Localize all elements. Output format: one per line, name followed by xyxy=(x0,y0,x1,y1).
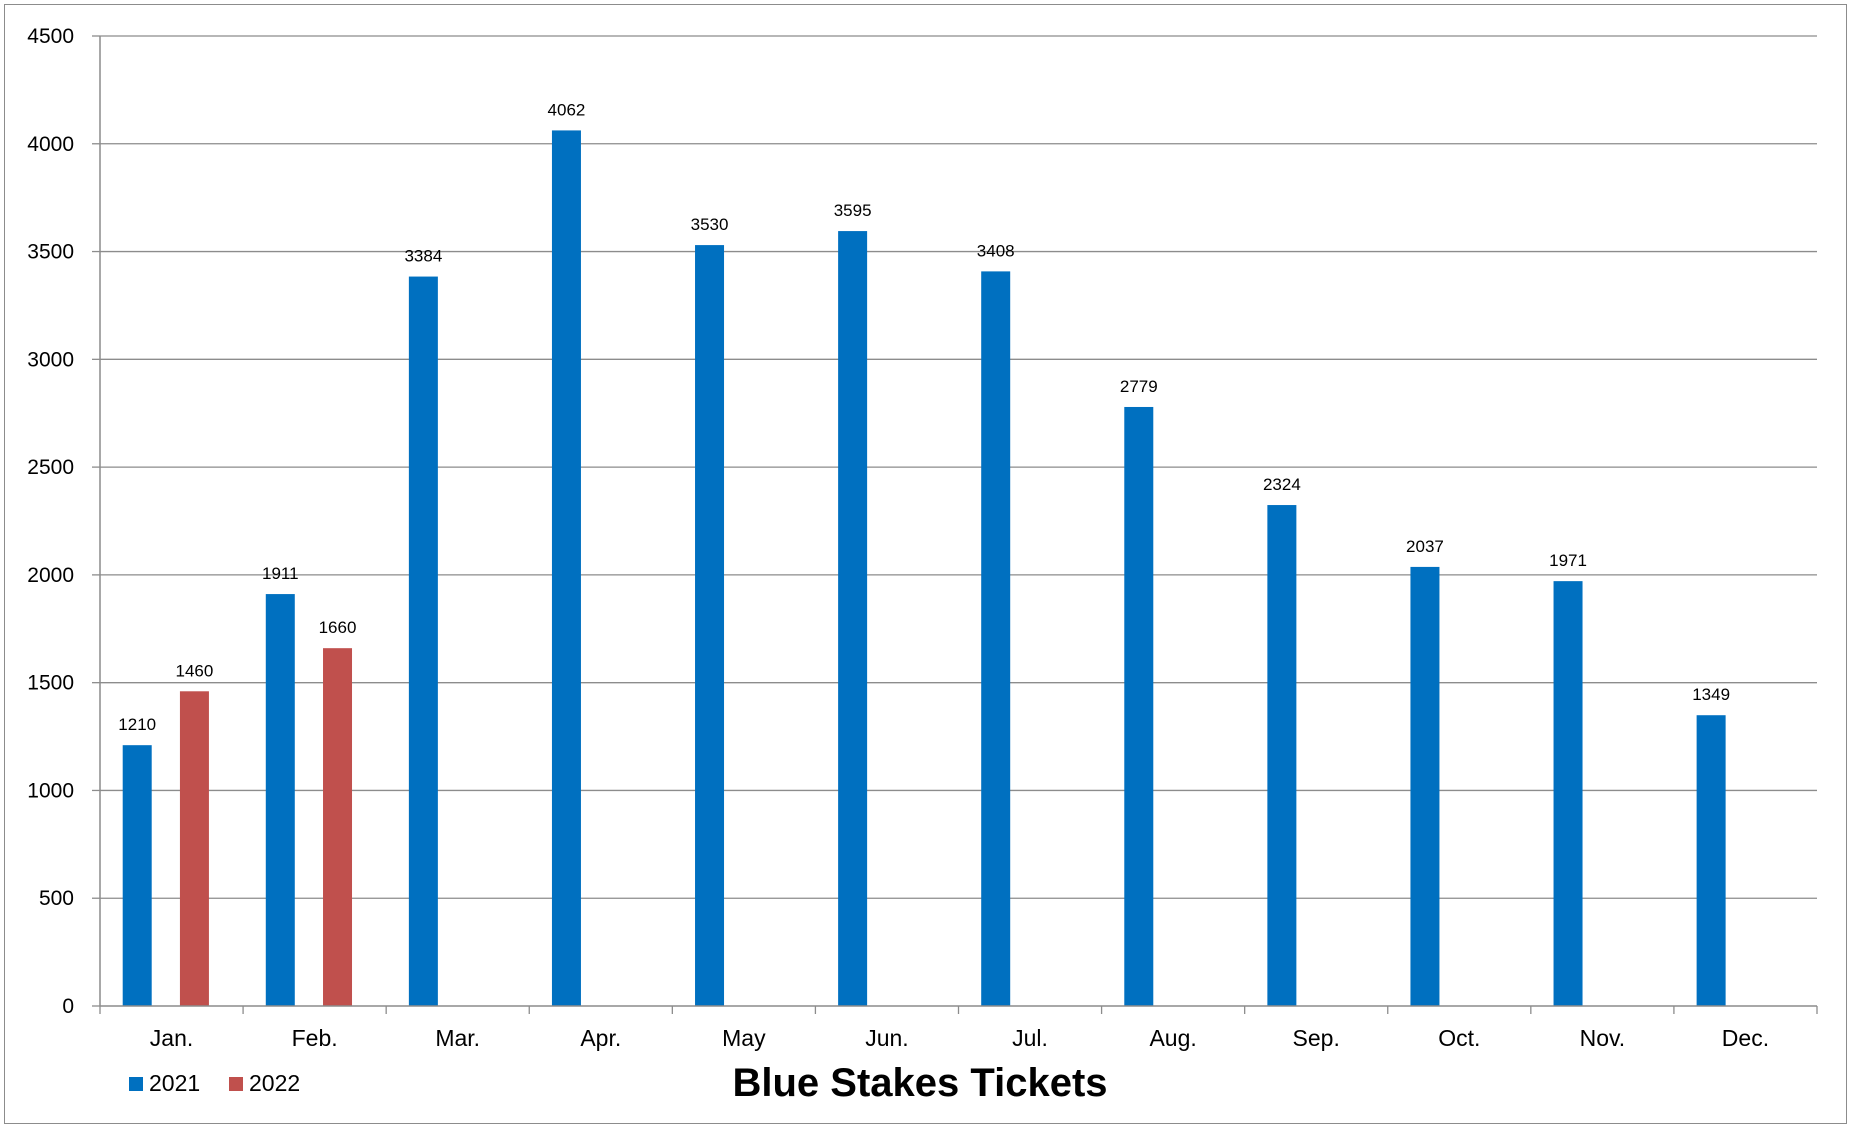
data-label: 3408 xyxy=(977,241,1015,260)
legend-swatch xyxy=(129,1077,143,1091)
bar xyxy=(1553,581,1583,1006)
data-label: 1971 xyxy=(1549,551,1587,570)
data-label: 1460 xyxy=(176,661,214,680)
bar xyxy=(408,276,438,1006)
legend-label: 2021 xyxy=(149,1070,200,1096)
data-label: 2324 xyxy=(1263,475,1301,494)
bar xyxy=(1696,715,1726,1006)
data-label: 3384 xyxy=(404,247,442,266)
x-tick-label: Apr. xyxy=(580,1025,621,1051)
gridlines xyxy=(100,35,1817,899)
y-tick-label: 4500 xyxy=(27,25,74,48)
data-label: 3530 xyxy=(691,215,729,234)
bars xyxy=(122,130,1726,1007)
data-label: 4062 xyxy=(548,100,586,119)
y-tick-label: 3500 xyxy=(27,241,74,264)
bar xyxy=(981,271,1011,1006)
x-tick-label: May xyxy=(722,1025,766,1051)
y-tick-label: 2500 xyxy=(27,456,74,479)
bar xyxy=(122,745,152,1006)
x-tick-label: Jun. xyxy=(865,1025,908,1051)
x-tick-label: Aug. xyxy=(1149,1025,1196,1051)
y-tick-label: 500 xyxy=(39,887,74,910)
bar xyxy=(695,245,725,1007)
data-label: 2037 xyxy=(1406,537,1444,556)
y-tick-label: 1000 xyxy=(27,779,74,802)
x-tick-label: Feb. xyxy=(292,1025,338,1051)
x-tick-label: Nov. xyxy=(1580,1025,1626,1051)
chart-frame xyxy=(4,4,1847,1124)
x-tick-label: Dec. xyxy=(1722,1025,1769,1051)
bar xyxy=(1124,406,1154,1007)
data-label: 1911 xyxy=(262,564,299,583)
data-label: 1210 xyxy=(118,715,156,734)
y-tick-label: 0 xyxy=(62,995,74,1018)
data-label: 2779 xyxy=(1120,377,1158,396)
bar xyxy=(838,231,868,1007)
bar xyxy=(1410,566,1440,1006)
bar xyxy=(265,594,295,1006)
x-tick-label: Oct. xyxy=(1438,1025,1480,1051)
y-tick-label: 2000 xyxy=(27,564,74,587)
bar xyxy=(179,691,209,1006)
y-tick-label: 3000 xyxy=(27,348,74,371)
y-tick-label: 1500 xyxy=(27,672,74,695)
data-labels: 1210 1911 3384 4062 3530 3595 3408 2779 2324 2037… xyxy=(118,100,1730,734)
axes: 0 500 1000 1500 2000 2500 3000 3500 4000 4500 Jan.… xyxy=(27,25,1818,1051)
x-tick-label: Jan. xyxy=(150,1025,193,1051)
data-label: 3595 xyxy=(834,201,872,220)
bar xyxy=(323,648,353,1006)
bar xyxy=(1267,505,1297,1006)
data-label: 1349 xyxy=(1692,685,1730,704)
chart-title: Blue Stakes Tickets xyxy=(732,1061,1107,1105)
x-tick-label: Sep. xyxy=(1293,1025,1340,1051)
legend-label: 2022 xyxy=(249,1070,300,1096)
x-tick-label: Mar. xyxy=(435,1025,480,1051)
legend-swatch xyxy=(229,1077,243,1091)
x-tick-label: Jul. xyxy=(1012,1025,1048,1051)
legend: 2021 2022 xyxy=(129,1070,300,1096)
data-label: 1660 xyxy=(319,618,357,637)
y-tick-label: 4000 xyxy=(27,133,74,156)
bar xyxy=(551,130,581,1006)
